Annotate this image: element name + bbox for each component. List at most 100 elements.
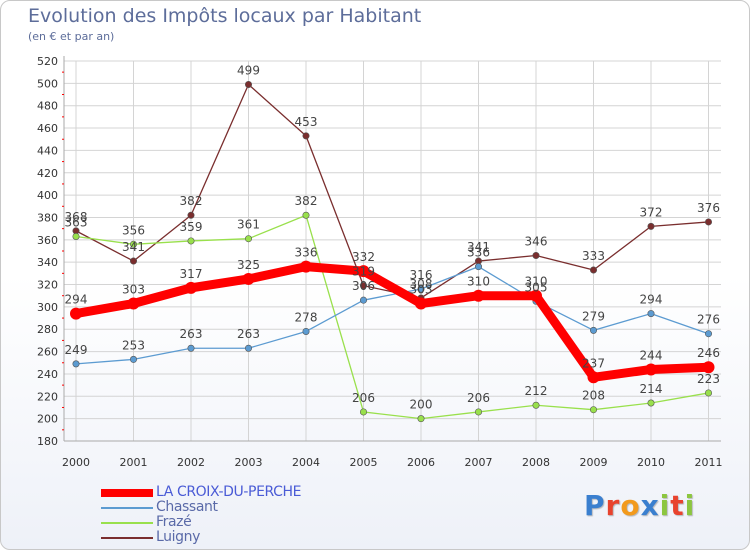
data-label-luigny: 499 (237, 63, 260, 77)
data-label-la-croix-du-perche: 336 (295, 246, 318, 260)
y-tick-label: 440 (37, 144, 58, 157)
data-point-la-croix-du-perche (357, 265, 370, 278)
y-tick-label: 200 (37, 413, 58, 426)
data-label-luigny: 453 (295, 115, 318, 129)
y-tick-label: 260 (37, 346, 58, 359)
y-tick-label: 460 (37, 122, 58, 135)
legend-item-luigny: Luigny (101, 529, 361, 546)
data-label-la-croix-du-perche: 332 (352, 250, 375, 264)
y-tick-label: 400 (37, 189, 58, 202)
data-label-chassant: 253 (122, 338, 145, 352)
data-point-la-croix-du-perche (530, 289, 542, 302)
data-point-fraze (532, 401, 540, 409)
data-point-la-croix-du-perche (127, 297, 140, 310)
x-tick-label: 2002 (177, 456, 205, 469)
data-label-la-croix-du-perche: 244 (640, 348, 663, 362)
data-point-la-croix-du-perche (415, 297, 427, 310)
data-point-fraze (417, 415, 425, 423)
data-point-la-croix-du-perche (242, 272, 255, 285)
data-label-luigny: 346 (525, 234, 548, 248)
data-point-chassant (302, 327, 310, 335)
logo-letter: i (659, 489, 671, 522)
logo-letter: t (670, 489, 685, 522)
data-point-chassant (417, 285, 425, 293)
y-tick-label: 320 (37, 279, 58, 292)
data-point-chassant (245, 344, 253, 352)
y-tick-label: 220 (37, 390, 58, 403)
legend-swatch (101, 522, 153, 524)
data-label-fraze: 200 (410, 398, 433, 412)
data-label-fraze: 206 (467, 391, 490, 405)
x-tick-label: 2005 (350, 456, 378, 469)
data-label-chassant: 276 (697, 313, 720, 327)
x-tick-label: 2010 (637, 456, 665, 469)
legend-label: Frazé (156, 514, 192, 530)
data-label-fraze: 359 (180, 220, 203, 234)
data-point-fraze (130, 240, 138, 248)
data-label-luigny: 382 (180, 194, 203, 208)
chart-subtitle: (en € et par an) (28, 30, 115, 43)
data-label-fraze: 363 (65, 215, 88, 229)
y-tick-label: 360 (37, 234, 58, 247)
data-label-luigny: 308 (410, 277, 433, 291)
y-tick-label: 380 (37, 211, 58, 224)
y-tick-label: 180 (37, 435, 58, 448)
logo-letter: P (584, 489, 606, 522)
data-label-la-croix-du-perche: 294 (65, 293, 88, 307)
data-point-chassant (187, 344, 195, 352)
data-label-la-croix-du-perche: 303 (122, 283, 145, 297)
data-point-fraze (474, 408, 482, 416)
data-point-fraze (187, 237, 195, 245)
data-label-chassant: 263 (180, 327, 203, 341)
data-label-luigny: 333 (582, 249, 605, 263)
data-point-chassant (130, 355, 138, 363)
data-point-la-croix-du-perche (300, 260, 312, 273)
data-point-luigny (647, 222, 655, 230)
data-label-luigny: 372 (640, 205, 663, 219)
data-label-luigny: 368 (65, 210, 88, 224)
series-line-fraze (75, 214, 710, 420)
data-label-chassant: 305 (525, 280, 548, 294)
data-label-la-croix-du-perche: 246 (697, 346, 720, 360)
data-point-chassant (704, 330, 712, 338)
data-label-la-croix-du-perche: 237 (582, 356, 605, 370)
legend-label: LA CROIX-DU-PERCHE (156, 484, 302, 500)
data-label-la-croix-du-perche: 325 (237, 258, 260, 272)
data-point-la-croix-du-perche (185, 281, 197, 294)
x-tick-label: 2007 (465, 456, 493, 469)
data-label-la-croix-du-perche: 303 (410, 283, 433, 297)
data-point-fraze (589, 406, 597, 414)
y-tick-label: 340 (37, 256, 58, 269)
data-point-chassant (474, 263, 482, 271)
data-point-luigny (302, 132, 310, 140)
legend-swatch (101, 489, 153, 497)
x-tick-label: 2000 (62, 456, 90, 469)
data-label-la-croix-du-perche: 310 (467, 275, 490, 289)
chart-title: Evolution des Impôts locaux par Habitant (28, 5, 422, 27)
data-label-chassant: 294 (640, 293, 663, 307)
data-label-luigny: 376 (697, 201, 720, 215)
data-label-fraze: 356 (122, 223, 145, 237)
data-label-fraze: 214 (640, 382, 663, 396)
y-tick-label: 240 (37, 368, 58, 381)
data-label-chassant: 316 (410, 268, 433, 282)
series-line-luigny (75, 83, 710, 299)
y-tick-label: 300 (37, 301, 58, 314)
legend-swatch (101, 507, 153, 509)
y-tick-label: 420 (37, 167, 58, 180)
data-label-fraze: 212 (525, 384, 548, 398)
data-label-fraze: 223 (697, 372, 720, 386)
data-point-chassant (647, 310, 655, 318)
data-point-luigny (589, 266, 597, 274)
y-tick-label: 280 (37, 323, 58, 336)
data-point-fraze (359, 408, 367, 416)
y-tick-label: 500 (37, 77, 58, 90)
data-label-luigny: 341 (122, 240, 145, 254)
series-line-la-croix-du-perche (71, 262, 713, 382)
data-label-fraze: 361 (237, 218, 260, 232)
legend-item-fraze: Frazé (101, 514, 361, 531)
data-point-luigny (359, 282, 367, 290)
data-point-fraze (302, 211, 310, 219)
data-point-luigny (245, 80, 253, 88)
